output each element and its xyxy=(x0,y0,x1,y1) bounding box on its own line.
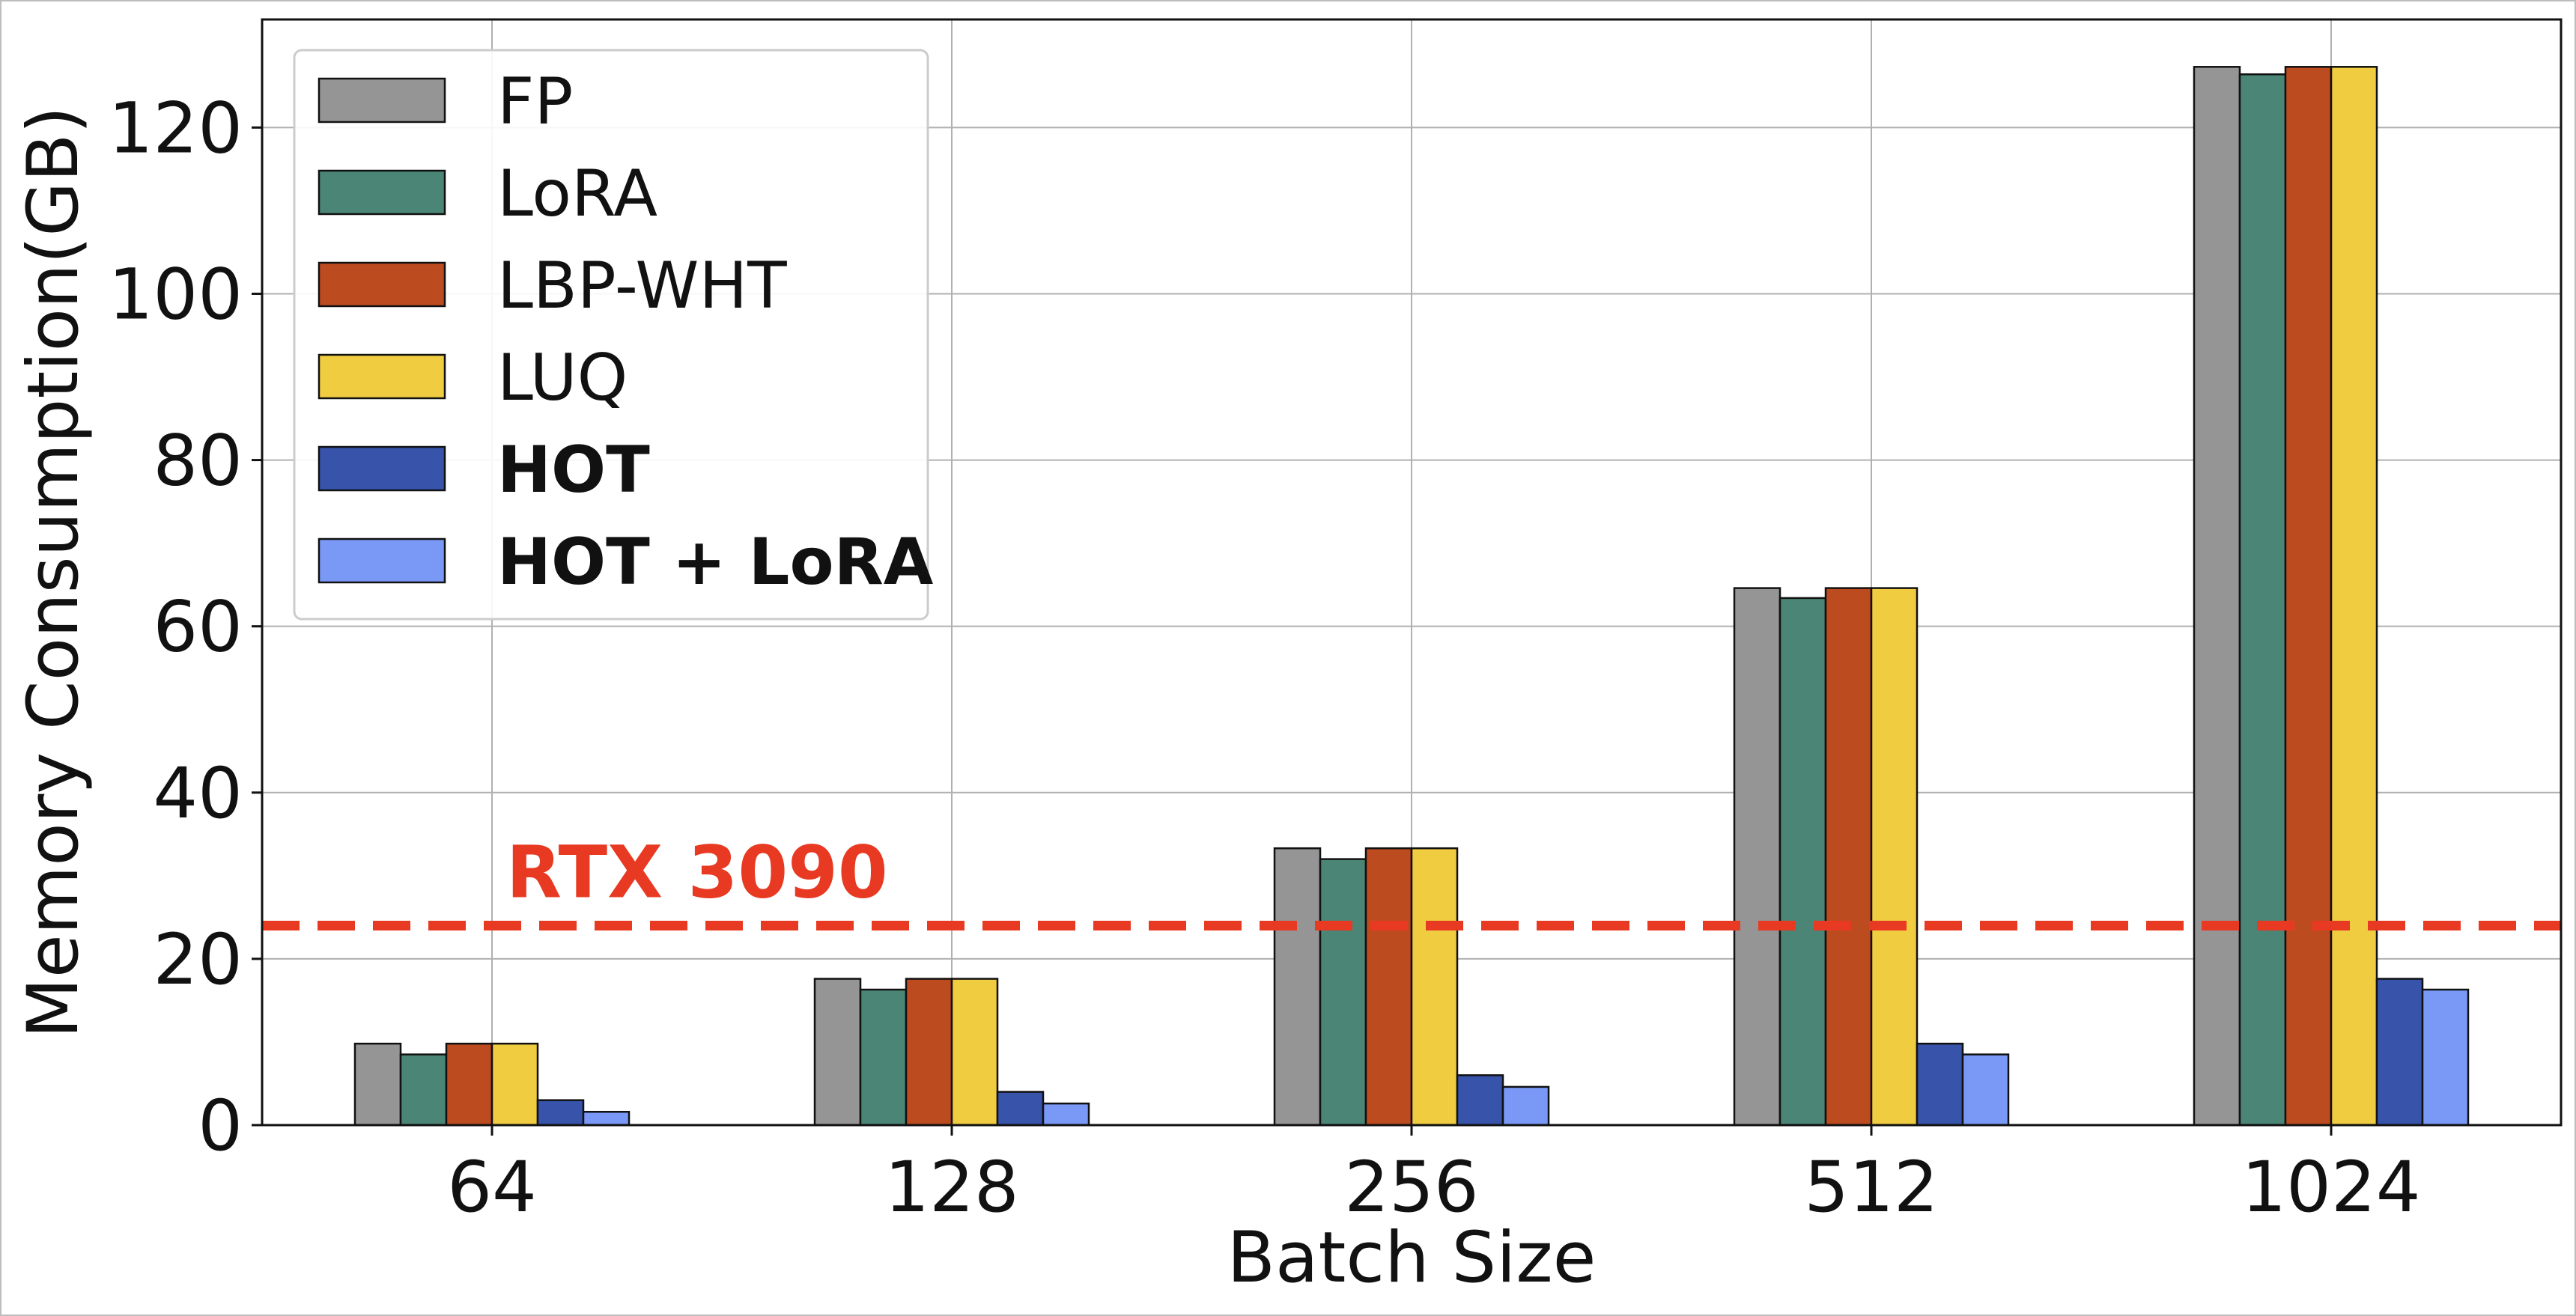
bar xyxy=(490,1042,539,1127)
bar xyxy=(905,978,953,1127)
bar xyxy=(1824,587,1873,1127)
legend-label: HOT + LoRA xyxy=(497,525,934,600)
y-tick-label: 0 xyxy=(198,1085,243,1167)
x-axis-label: Batch Size xyxy=(1227,1217,1596,1299)
bar xyxy=(1733,587,1781,1127)
series-luq xyxy=(490,66,2378,1127)
bar xyxy=(399,1053,448,1127)
bar xyxy=(1870,587,1919,1127)
y-tick-label: 40 xyxy=(153,753,243,835)
legend-label: LBP-WHT xyxy=(497,249,787,323)
legend-label: LoRA xyxy=(497,156,657,231)
bar xyxy=(1778,597,1827,1127)
legend-label: HOT xyxy=(497,433,650,508)
bar xyxy=(1319,858,1367,1127)
bar xyxy=(582,1110,631,1127)
bar xyxy=(445,1042,493,1127)
legend-swatch xyxy=(318,169,446,216)
series-lbp-wht xyxy=(445,66,2333,1127)
y-axis-ticks: 0 20 40 60 80 100 120 xyxy=(109,88,262,1167)
bar xyxy=(2284,66,2333,1127)
x-tick-label: 1024 xyxy=(2241,1147,2420,1228)
y-tick-label: 100 xyxy=(109,254,243,335)
x-axis-ticks: 64 128 256 512 1024 xyxy=(447,1125,2421,1228)
y-axis-label: Memory Consumption(GB) xyxy=(13,106,94,1038)
bar xyxy=(2375,978,2424,1127)
bar xyxy=(353,1042,402,1127)
bar xyxy=(1273,847,1322,1127)
bar xyxy=(2193,66,2241,1127)
series-lora xyxy=(399,73,2287,1127)
bar xyxy=(1042,1102,1090,1127)
y-tick-label: 80 xyxy=(153,421,243,502)
legend-box xyxy=(293,49,929,621)
y-tick-label: 20 xyxy=(153,919,243,1001)
legend-label: LUQ xyxy=(497,341,628,415)
legend-swatch xyxy=(318,353,446,400)
bar xyxy=(2238,73,2287,1127)
x-tick-label: 64 xyxy=(447,1147,537,1228)
bar xyxy=(1916,1042,1964,1127)
bar xyxy=(950,978,999,1127)
bar xyxy=(536,1099,585,1127)
legend-swatch xyxy=(318,537,446,584)
legend-swatch xyxy=(318,77,446,124)
y-tick-label: 120 xyxy=(109,88,243,169)
legend-swatch xyxy=(318,261,446,308)
bar xyxy=(1456,1074,1504,1127)
legend-label: FP xyxy=(497,64,573,139)
reference-line-label: RTX 3090 xyxy=(506,830,888,914)
legend-swatch xyxy=(318,445,446,492)
y-tick-label: 60 xyxy=(153,587,243,668)
bars xyxy=(353,66,2470,1127)
bar xyxy=(1364,847,1413,1127)
bar xyxy=(2330,66,2378,1127)
x-tick-label: 256 xyxy=(1344,1147,1478,1228)
bar xyxy=(813,978,862,1127)
legend: FP LoRA LBP-WHT LUQ HOT HOT + LoRA xyxy=(293,49,934,621)
bar xyxy=(2421,988,2470,1127)
bar xyxy=(1501,1085,1550,1127)
bar xyxy=(1410,847,1459,1127)
bar xyxy=(996,1091,1045,1127)
bar xyxy=(859,988,908,1127)
x-tick-label: 128 xyxy=(884,1147,1018,1228)
bar xyxy=(1961,1053,2010,1127)
x-tick-label: 512 xyxy=(1804,1147,1938,1228)
